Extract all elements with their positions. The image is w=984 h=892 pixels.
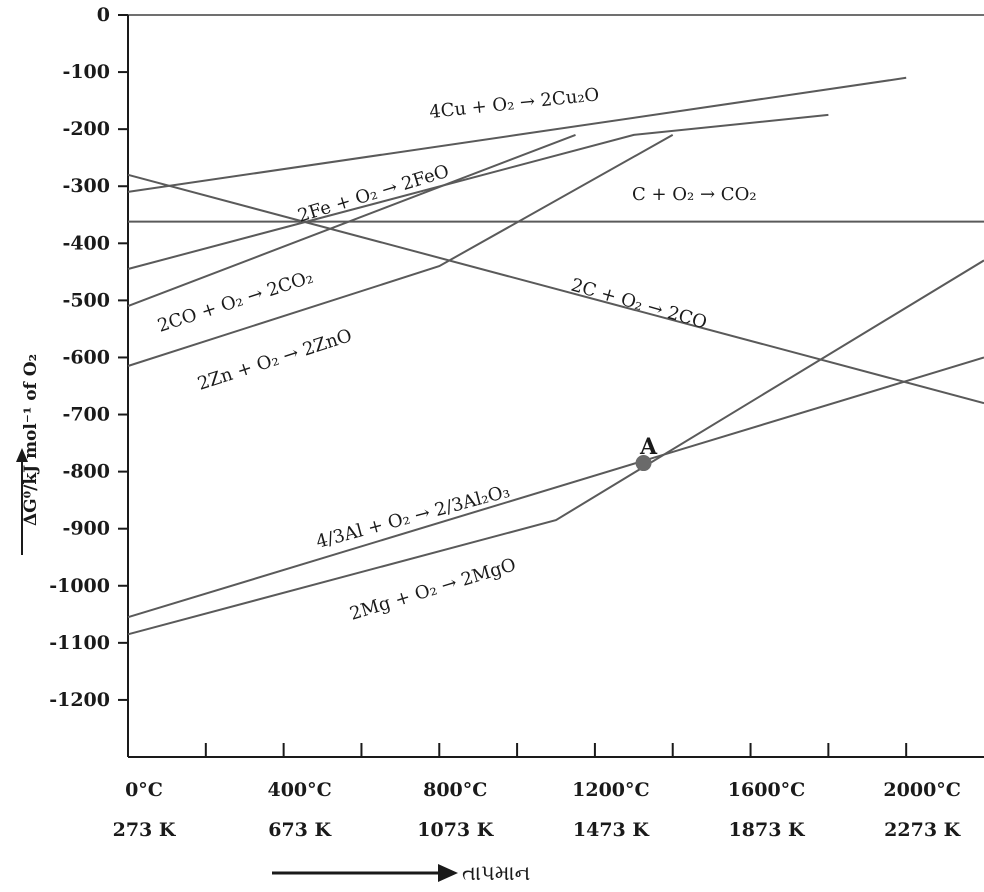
x-tick-label-kelvin: 673 K [268, 819, 332, 841]
y-axis-label: ΔG⁰/kJ mol⁻¹ of O₂ [21, 354, 41, 526]
x-axis-label: તાપમાન [462, 861, 530, 885]
series-line-3 [127, 133, 576, 308]
y-tick-label: -300 [62, 175, 110, 197]
axes: 0 -100 -200 -300 -400 -500 -600 -700 -800 -900 -10… [49, 4, 984, 841]
x-tick-label-celsius: 0°C [125, 779, 163, 801]
point-a-marker [635, 455, 652, 472]
x-tick-label-kelvin: 1073 K [417, 819, 494, 841]
x-tick-label-celsius: 400°C [267, 779, 331, 801]
x-tick-label-kelvin: 1473 K [573, 819, 650, 841]
y-tick-label: -900 [62, 518, 110, 540]
reaction-labels: 4Cu + O₂ → 2Cu₂O 2Fe + O₂ → 2FeO C + O₂ … [155, 84, 756, 625]
y-tick-label: 0 [97, 4, 110, 26]
x-tick-label-kelvin: 1873 K [729, 819, 806, 841]
x-tick-label-celsius: 1600°C [728, 779, 806, 801]
x-tick-label-kelvin: 273 K [113, 819, 177, 841]
series-layer [127, 76, 984, 636]
x-tick-label-celsius: 2000°C [883, 779, 961, 801]
x-axis-arrow [272, 864, 458, 882]
series-line-5 [127, 173, 984, 405]
y-tick-label: -200 [62, 118, 110, 140]
series-label-co2: C + O₂ → CO₂ [632, 184, 757, 205]
y-tick-label: -1000 [49, 575, 110, 597]
x-tick-label-celsius: 800°C [423, 779, 487, 801]
y-tick-label: -100 [62, 61, 110, 83]
series-line-0 [127, 76, 907, 193]
series-label-cu: 4Cu + O₂ → 2Cu₂O [428, 84, 600, 123]
series-label-mg: 2Mg + O₂ → 2MgO [347, 554, 518, 625]
x-tick-label-celsius: 1200°C [572, 779, 650, 801]
y-tick-label: -600 [62, 346, 110, 368]
y-axis-arrow [16, 448, 28, 555]
series-line-7 [127, 259, 984, 636]
series-line-1 [127, 113, 829, 270]
series-label-zn: 2Zn + O₂ → 2ZnO [195, 325, 355, 395]
series-label-al: 4/3Al + O₂ → 2/3Al₂O₃ [314, 481, 512, 553]
y-tick-label: -800 [62, 461, 110, 483]
y-tick-label: -400 [62, 232, 110, 254]
y-tick-label: -500 [62, 289, 110, 311]
series-label-c-co: 2C + O₂ → 2CO [569, 275, 710, 334]
y-tick-label: -700 [62, 404, 110, 426]
x-tick-label-kelvin: 2273 K [884, 819, 961, 841]
series-label-co-co2: 2CO + O₂ → 2CO₂ [155, 267, 316, 337]
y-tick-label: -1100 [49, 632, 110, 654]
point-a-label: A [639, 434, 658, 460]
series-label-fe: 2Fe + O₂ → 2FeO [295, 161, 451, 227]
y-tick-label: -1200 [49, 689, 110, 711]
series-line-4 [127, 134, 674, 367]
series-line-6 [127, 356, 984, 619]
